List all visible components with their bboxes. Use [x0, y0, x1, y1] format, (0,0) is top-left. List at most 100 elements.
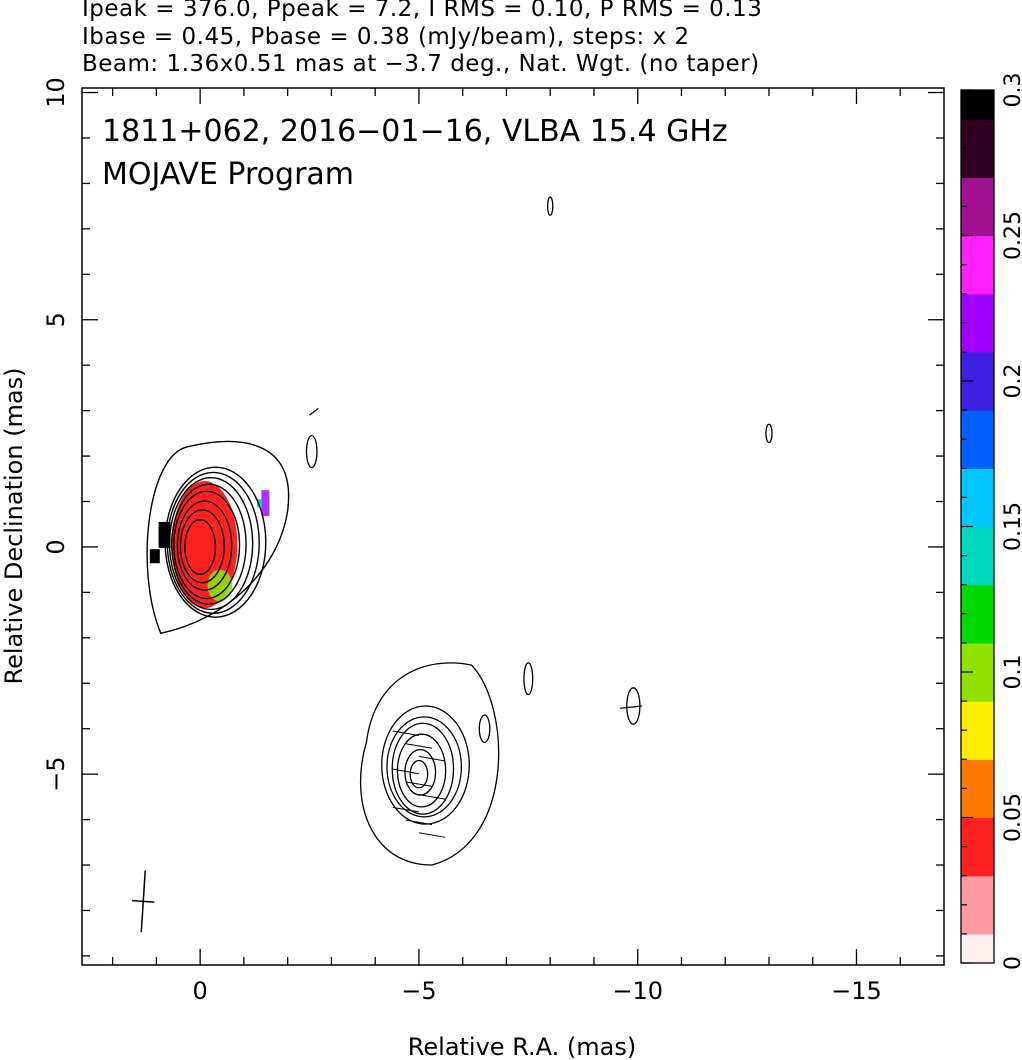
colorbar-segment — [961, 468, 994, 484]
colorbar-segment — [961, 410, 994, 426]
colorbar-segment — [961, 730, 994, 746]
colorbar-segment — [961, 613, 994, 629]
colorbar-segment — [961, 817, 994, 833]
evpa-tick — [418, 755, 446, 762]
colorbar-segment — [961, 424, 994, 440]
map-stats-line-2: Ibase = 0.45, Pbase = 0.38 (mJy/beam), s… — [82, 24, 690, 50]
colorbar-tick-label: 0.1 — [1001, 655, 1022, 690]
colorbar-segment — [961, 235, 994, 251]
colorbar-segment — [961, 686, 994, 702]
evpa-tick — [392, 806, 420, 813]
colorbar-segment — [961, 744, 994, 760]
component-outer-contour — [359, 662, 500, 866]
colorbar-segment — [961, 861, 994, 877]
isolated-contour — [523, 662, 534, 696]
x-tick-label: 0 — [193, 977, 208, 1005]
colorbar-tick-label: 0.15 — [1001, 502, 1022, 551]
core-contour — [184, 518, 217, 575]
colorbar-segment — [961, 657, 994, 673]
colorbar-tick-label: 0 — [1001, 956, 1022, 970]
isolated-contour — [478, 714, 491, 743]
evpa-tick — [418, 832, 446, 838]
evpa-tick — [405, 819, 433, 826]
colorbar-segment — [961, 220, 994, 237]
colorbar-segment — [961, 279, 994, 295]
colorbar-segment — [961, 206, 994, 222]
colorbar-segment — [961, 788, 994, 804]
colorbar-segment — [961, 715, 994, 731]
core-contour — [171, 483, 247, 605]
colorbar-segment — [961, 570, 994, 586]
y-tick-label: −5 — [42, 756, 70, 791]
colorbar-segment — [961, 599, 994, 615]
colorbar-segment — [961, 759, 994, 775]
colorbar-segment — [961, 948, 994, 964]
core-contour — [168, 476, 254, 611]
colorbar-segment — [961, 395, 994, 411]
component-contour — [391, 722, 455, 815]
evpa-tick — [620, 705, 643, 709]
colorbar-segment — [961, 773, 994, 789]
colorbar-segment — [961, 308, 994, 324]
y-axis-label: Relative Declination (mas) — [0, 367, 28, 684]
isolated-contour — [305, 434, 318, 469]
colorbar-segment — [961, 701, 994, 717]
isolated-contour — [546, 196, 554, 216]
core-contour — [179, 509, 225, 584]
colorbar-segment — [961, 526, 994, 542]
beam-minor-axis — [132, 899, 155, 903]
evpa-tick — [405, 781, 433, 787]
colorbar-segment — [961, 148, 994, 164]
colorbar-segment — [961, 337, 994, 353]
x-tick-label: −15 — [831, 977, 882, 1005]
colorbar-segment — [961, 642, 994, 659]
core-outer-contour — [146, 441, 290, 635]
colorbar-segment — [961, 250, 994, 266]
colorbar-segment — [961, 904, 994, 920]
core-contour — [176, 500, 233, 591]
beam-info-line: Beam: 1.36x0.51 mas at −3.7 deg., Nat. W… — [82, 51, 760, 77]
evpa-tick — [392, 768, 420, 775]
colorbar-segment — [961, 555, 994, 571]
colorbar-tick-label: 0.05 — [1001, 793, 1022, 842]
colorbar-segment — [961, 191, 994, 207]
colorbar-segment — [961, 832, 994, 848]
colorbar-segment — [961, 672, 994, 688]
y-tick-label: 5 — [42, 312, 70, 327]
colorbar-segment — [961, 802, 994, 819]
colorbar-segment — [961, 381, 994, 397]
component-contour — [386, 716, 463, 818]
colorbar-segment — [961, 119, 994, 135]
component-contour — [396, 733, 447, 808]
colorbar-segment — [961, 293, 994, 309]
polarization-spot — [257, 499, 263, 508]
evpa-tick — [309, 407, 319, 416]
colorbar-segment — [961, 919, 994, 935]
chart-subtitle: MOJAVE Program — [102, 157, 354, 192]
colorbar-segment — [961, 366, 994, 382]
core-contour — [173, 490, 241, 600]
colorbar-segment — [961, 322, 994, 338]
colorbar-segment — [961, 497, 994, 513]
colorbar-segment — [961, 846, 994, 862]
x-axis-label: Relative R.A. (mas) — [408, 1033, 636, 1060]
plot-frame — [81, 87, 945, 966]
isolated-contour — [765, 423, 773, 444]
colorbar-segment — [961, 439, 994, 455]
x-tick-label: −10 — [612, 977, 663, 1005]
colorbar-segment — [961, 890, 994, 906]
y-tick-label: 10 — [42, 77, 70, 108]
polarization-spot — [261, 490, 270, 517]
colorbar-tick-label: 0.25 — [1001, 211, 1022, 260]
colorbar-tick-label: 0.3 — [1001, 73, 1022, 108]
evpa-tick — [418, 794, 446, 800]
chart-title: 1811+062, 2016−01−16, VLBA 15.4 GHz — [102, 114, 728, 149]
colorbar-segment — [961, 133, 994, 149]
colorbar-segment — [961, 584, 994, 600]
y-tick-label: 0 — [42, 539, 70, 554]
component-contour — [381, 705, 470, 825]
component-contour — [409, 759, 429, 789]
colorbar-segment — [961, 875, 994, 891]
x-tick-label: −5 — [401, 977, 436, 1005]
colorbar-segment — [961, 90, 994, 106]
